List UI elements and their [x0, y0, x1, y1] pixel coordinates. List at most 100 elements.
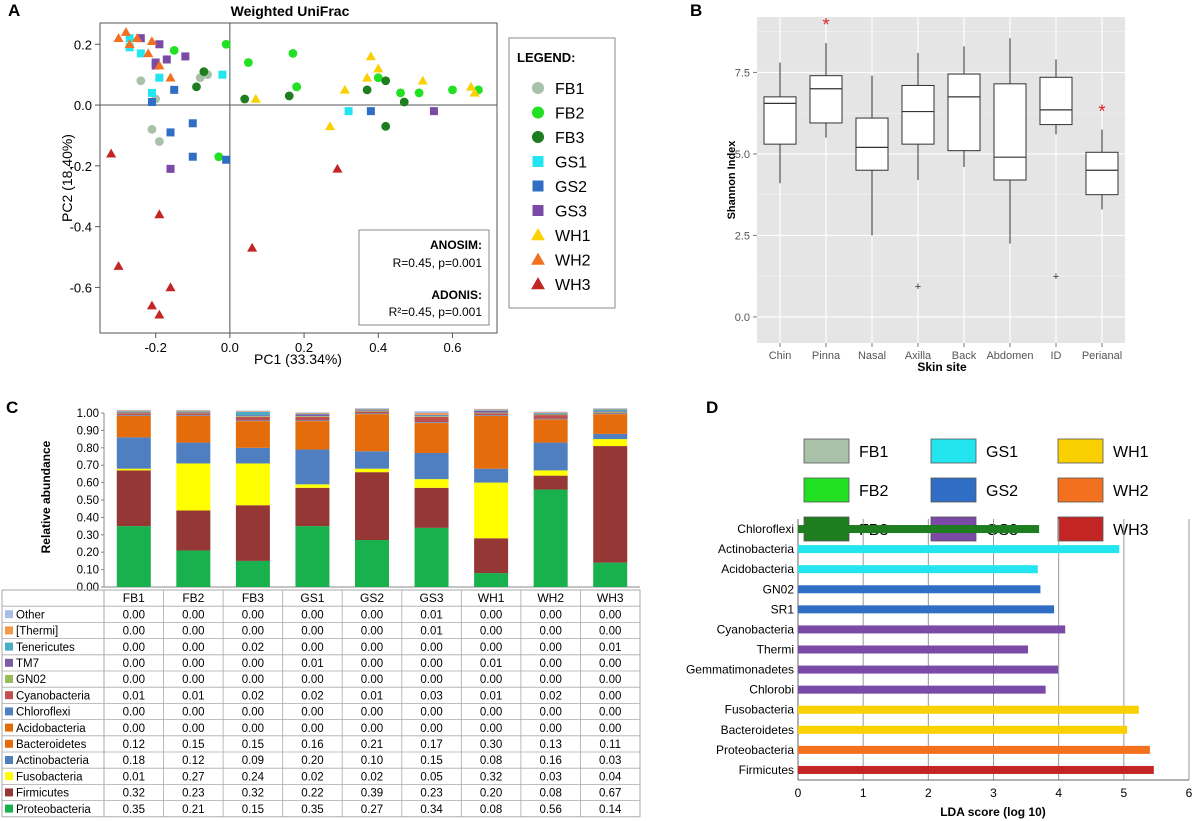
table-cell: 0.24	[242, 771, 265, 783]
table-cell: 0.00	[539, 626, 561, 638]
table-cell: 0.00	[123, 658, 145, 670]
boxplot-x-tick-label: Abdomen	[986, 350, 1033, 362]
table-cell: 0.14	[599, 804, 622, 816]
pcoa-point-fb3	[192, 82, 201, 92]
pcoa-point-fb2	[448, 85, 457, 95]
stacked-segment-cyanobacteria	[474, 413, 509, 416]
stacked-segment-gn02	[414, 416, 449, 417]
table-cell: 0.00	[242, 658, 264, 670]
stacked-segment-tm7	[533, 413, 568, 415]
stacked-segment-bacteroidetes	[474, 416, 509, 469]
table-cell: 0.23	[182, 788, 204, 800]
pcoa-point-fb1	[154, 137, 164, 146]
table-cell: 0.00	[420, 707, 442, 719]
pcoa-point-fb3	[381, 76, 391, 86]
stacked-segment-other	[414, 411, 449, 413]
stacked-segment-chloroflexi	[235, 420, 270, 422]
table-cell: 0.00	[123, 609, 145, 621]
pcoa-point-gs1	[125, 34, 134, 43]
stacked-bars	[116, 408, 628, 587]
stacked-segment-acidobacteria	[235, 421, 270, 422]
table-cell: 0.00	[301, 707, 323, 719]
stacked-segment-other	[474, 408, 509, 410]
table-cell: 0.00	[182, 658, 204, 670]
adonis-value: R²=0.45, p=0.001	[389, 305, 483, 319]
stacked-segment-cyanobacteria	[235, 416, 270, 421]
stacked-segment-cyanobacteria	[593, 412, 628, 414]
table-color-swatch	[5, 772, 13, 781]
stacked-segment-tenericutes	[176, 411, 211, 412]
lda-bar-firmicutes	[798, 765, 1154, 774]
table-cell: 0.21	[361, 739, 383, 751]
lda-bar-label: Firmicutes	[739, 763, 794, 777]
lda-legend-label-fb2: FB2	[859, 483, 888, 500]
stacked-segment-thermi	[414, 413, 449, 415]
boxplot-x-tick-label: Nasal	[858, 350, 886, 362]
pcoa-axes: -0.2 0.0 0.2 0.4 0.6 0.2 0.0 -0.2 -0.4 -0.6	[70, 23, 497, 355]
table-color-swatch	[5, 626, 13, 635]
lda-bar-label: Chloroflexi	[737, 522, 794, 536]
pcoa-point-wh3	[146, 300, 157, 310]
table-cell: 0.00	[361, 674, 383, 686]
table-header-cell: FB1	[123, 591, 145, 605]
lda-bar-bacteroidetes	[798, 725, 1128, 734]
stacked-segment-proteobacteria	[355, 540, 389, 587]
pcoa-x-label: PC1 (33.34%)	[254, 351, 342, 367]
table-cell: 0.00	[242, 674, 264, 686]
stacked-segment-tm7	[235, 415, 270, 417]
lda-bar-chlorobi	[798, 685, 1046, 694]
pcoa-point-wh1	[324, 121, 336, 131]
table-cell: 0.00	[123, 626, 145, 638]
stacked-segment-tm7	[593, 411, 628, 412]
boxplot-y-tick-label: 2.5	[735, 230, 750, 242]
stacked-segment-thermi	[116, 410, 151, 412]
table-cell: 0.01	[361, 690, 383, 702]
pcoa-point-gs1	[218, 70, 227, 79]
table-cell: 0.00	[182, 642, 204, 654]
stacked-segment-chloroflexi	[533, 418, 568, 420]
table-cell: 0.00	[242, 723, 264, 735]
table-cell: 0.00	[123, 707, 145, 719]
stacked-segment-bacteroidetes	[235, 421, 270, 448]
stacked-segment-firmicutes	[116, 470, 151, 527]
table-cell: 0.00	[182, 723, 204, 735]
pcoa-point-wh2	[154, 60, 165, 70]
legend-marker-fb1	[531, 81, 545, 95]
panel-c-stacked-bars: Relative abundance 0.00 0.10 0.20 0.30 0.40 0…	[1, 408, 641, 818]
pcoa-point-fb2	[292, 82, 302, 92]
lda-bar-gemmatimonadetes	[798, 665, 1059, 674]
lda-legend-label-wh2: WH2	[1113, 483, 1149, 500]
panel-label-d: D	[706, 398, 718, 417]
lda-bar-label: SR1	[771, 602, 795, 616]
stacked-segment-actinobacteria	[235, 447, 270, 464]
table-cell: 0.00	[539, 642, 561, 654]
table-row-label: [Thermi]	[16, 626, 58, 638]
table-cell: 0.35	[123, 804, 145, 816]
stacked-segment-other	[593, 408, 628, 409]
stacked-segment-tenericutes	[355, 409, 389, 411]
table-row-label: Proteobacteria	[16, 804, 91, 816]
pcoa-point-gs1	[136, 49, 145, 58]
pcoa-point-fb1	[136, 76, 146, 86]
table-header-cell: WH1	[478, 591, 505, 605]
lda-x-tick-label: 5	[1120, 786, 1127, 800]
table-cell: 0.00	[599, 658, 621, 670]
stacked-segment-bacteroidetes	[116, 416, 151, 438]
lda-legend-label-gs1: GS1	[986, 444, 1018, 461]
pcoa-point-wh3	[247, 242, 258, 252]
table-cell: 0.11	[599, 739, 621, 751]
lda-bar-sr1	[798, 605, 1055, 614]
panel-label-c: C	[6, 398, 18, 417]
legend-label-gs2: GS2	[555, 179, 587, 196]
lda-bar-label: Fusobacteria	[725, 703, 795, 717]
legend-marker-gs3	[532, 205, 544, 216]
pcoa-point-gs1	[344, 107, 353, 116]
pcoa-point-fb2	[221, 39, 231, 49]
table-row-label: Fusobacteria	[16, 771, 83, 783]
stacked-segment-firmicutes	[355, 472, 389, 541]
table-cell: 0.17	[420, 739, 442, 751]
stacked-segment-firmicutes	[474, 538, 509, 574]
pcoa-point-gs3	[166, 164, 175, 173]
lda-x-tick-label: 1	[860, 786, 867, 800]
pcoa-y-tick-label: -0.4	[70, 220, 92, 235]
